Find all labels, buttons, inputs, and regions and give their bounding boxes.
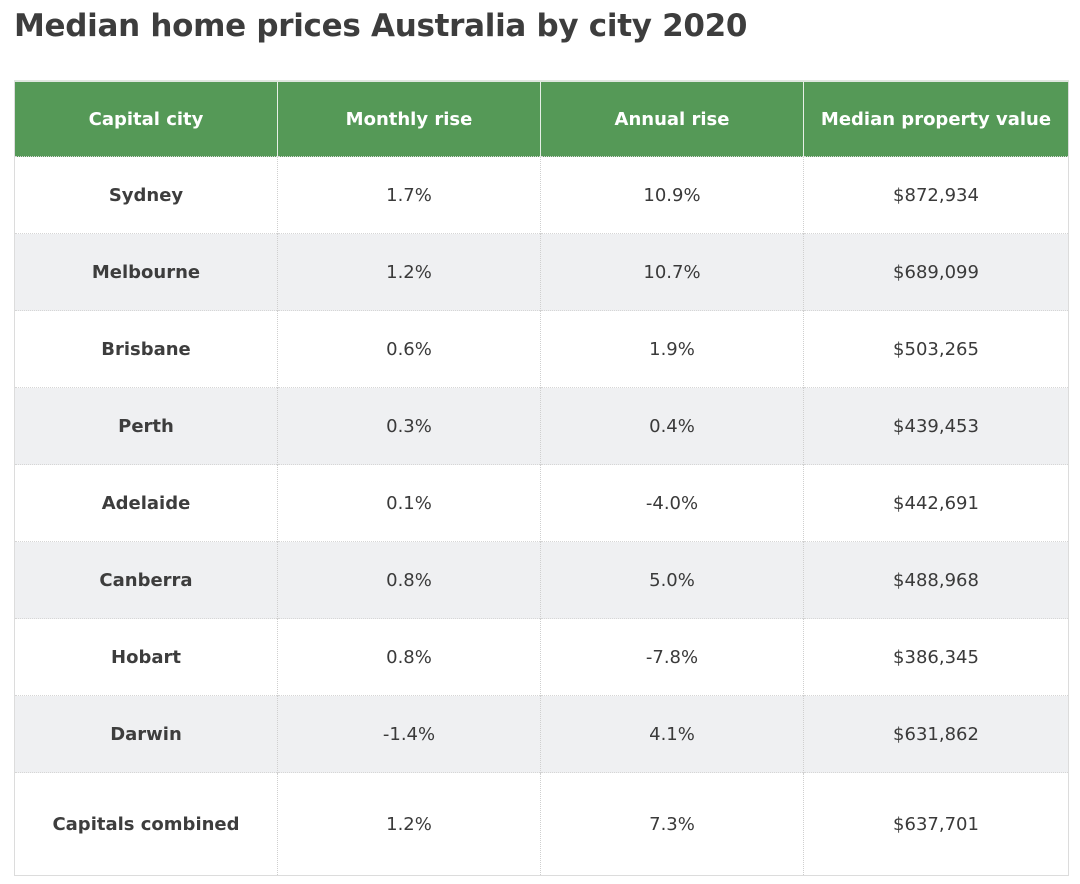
median-value-cell: $439,453 <box>803 387 1069 465</box>
city-cell: Sydney <box>14 156 278 234</box>
median-value-cell: $631,862 <box>803 695 1069 773</box>
median-value-cell: $488,968 <box>803 541 1069 619</box>
city-cell: Canberra <box>14 541 278 619</box>
annual-rise-cell: 10.7% <box>540 233 804 311</box>
table-row: Darwin -1.4% 4.1% $631,862 <box>14 695 1069 773</box>
header-annual-rise: Annual rise <box>540 80 804 157</box>
annual-rise-cell: 5.0% <box>540 541 804 619</box>
monthly-rise-cell: 1.2% <box>277 772 541 876</box>
city-cell: Perth <box>14 387 278 465</box>
price-table: Capital city Monthly rise Annual rise Me… <box>14 80 1069 876</box>
table-row: Perth 0.3% 0.4% $439,453 <box>14 387 1069 465</box>
median-value-cell: $442,691 <box>803 464 1069 542</box>
monthly-rise-cell: 0.3% <box>277 387 541 465</box>
table-row-capitals-combined: Capitals combined 1.2% 7.3% $637,701 <box>14 772 1069 876</box>
monthly-rise-cell: 0.8% <box>277 618 541 696</box>
header-monthly-rise: Monthly rise <box>277 80 541 157</box>
monthly-rise-cell: 0.1% <box>277 464 541 542</box>
annual-rise-cell: 1.9% <box>540 310 804 388</box>
median-value-cell: $386,345 <box>803 618 1069 696</box>
table-row: Brisbane 0.6% 1.9% $503,265 <box>14 310 1069 388</box>
city-cell: Hobart <box>14 618 278 696</box>
annual-rise-cell: 7.3% <box>540 772 804 876</box>
header-median-property-value: Median property value <box>803 80 1069 157</box>
annual-rise-cell: -4.0% <box>540 464 804 542</box>
annual-rise-cell: -7.8% <box>540 618 804 696</box>
table-row: Hobart 0.8% -7.8% $386,345 <box>14 618 1069 696</box>
median-value-cell: $872,934 <box>803 156 1069 234</box>
city-cell: Melbourne <box>14 233 278 311</box>
table-row: Melbourne 1.2% 10.7% $689,099 <box>14 233 1069 311</box>
monthly-rise-cell: 1.2% <box>277 233 541 311</box>
table-row: Sydney 1.7% 10.9% $872,934 <box>14 156 1069 234</box>
header-capital-city: Capital city <box>14 80 278 157</box>
table-row: Canberra 0.8% 5.0% $488,968 <box>14 541 1069 619</box>
monthly-rise-cell: 0.6% <box>277 310 541 388</box>
table-header-row: Capital city Monthly rise Annual rise Me… <box>14 80 1069 157</box>
page-title: Median home prices Australia by city 202… <box>14 8 748 44</box>
monthly-rise-cell: 1.7% <box>277 156 541 234</box>
monthly-rise-cell: -1.4% <box>277 695 541 773</box>
median-value-cell: $689,099 <box>803 233 1069 311</box>
city-cell: Capitals combined <box>14 772 278 876</box>
monthly-rise-cell: 0.8% <box>277 541 541 619</box>
city-cell: Adelaide <box>14 464 278 542</box>
annual-rise-cell: 4.1% <box>540 695 804 773</box>
city-cell: Brisbane <box>14 310 278 388</box>
median-value-cell: $637,701 <box>803 772 1069 876</box>
annual-rise-cell: 10.9% <box>540 156 804 234</box>
median-value-cell: $503,265 <box>803 310 1069 388</box>
table-row: Adelaide 0.1% -4.0% $442,691 <box>14 464 1069 542</box>
annual-rise-cell: 0.4% <box>540 387 804 465</box>
city-cell: Darwin <box>14 695 278 773</box>
